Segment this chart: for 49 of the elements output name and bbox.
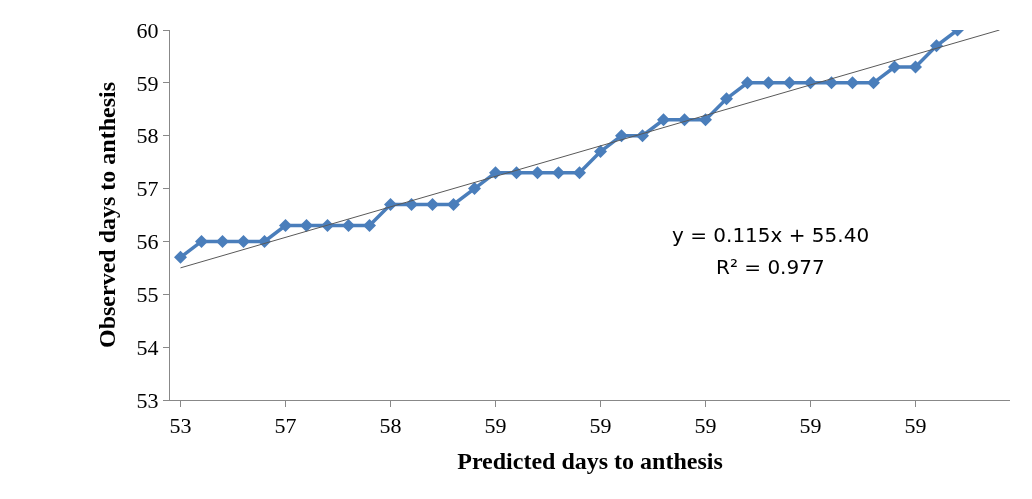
y-axis-title: Observed days to anthesis — [93, 81, 120, 349]
annotation: R² = 0.977 — [716, 255, 825, 279]
y-tick-label: 60 — [136, 17, 159, 43]
x-axis-title: Predicted days to anthesis — [457, 447, 723, 474]
point — [594, 145, 607, 159]
point — [237, 234, 250, 248]
point — [720, 92, 733, 106]
x-tick-label: 53 — [169, 413, 192, 439]
point — [447, 197, 460, 211]
y-tick-label: 58 — [136, 123, 159, 149]
point — [783, 76, 796, 90]
x-tick-label: 59 — [694, 413, 717, 439]
point — [552, 166, 565, 180]
y-tick-label: 59 — [136, 70, 159, 96]
point — [174, 250, 187, 264]
point — [300, 219, 313, 233]
point — [888, 60, 901, 74]
point — [405, 197, 418, 211]
point — [279, 219, 292, 233]
point — [741, 76, 754, 90]
y-tick-label: 55 — [136, 281, 159, 307]
point — [657, 113, 670, 127]
point — [489, 166, 502, 180]
point — [615, 129, 628, 143]
point — [699, 113, 712, 127]
point — [846, 76, 859, 90]
x-tick-label: 58 — [379, 413, 402, 439]
x-tick-label: 57 — [274, 413, 297, 439]
point — [909, 60, 922, 74]
point — [573, 166, 586, 180]
point — [867, 76, 880, 90]
annotation: y = 0.115x + 55.40 — [672, 223, 870, 247]
y-tick-label: 53 — [136, 387, 159, 413]
x-tick-label: 59 — [484, 413, 507, 439]
y-tick-label: 56 — [136, 229, 159, 255]
point — [762, 76, 775, 90]
x-tick-label: 59 — [589, 413, 612, 439]
point — [426, 197, 439, 211]
point — [342, 219, 355, 233]
point — [825, 76, 838, 90]
point — [216, 234, 229, 248]
x-tick-label: 59 — [799, 413, 822, 439]
y-tick-label: 54 — [136, 334, 159, 360]
y-tick-label: 57 — [136, 176, 159, 202]
point — [531, 166, 544, 180]
x-tick-label: 59 — [904, 413, 927, 439]
point — [195, 234, 208, 248]
point — [363, 219, 376, 233]
point — [468, 182, 481, 196]
